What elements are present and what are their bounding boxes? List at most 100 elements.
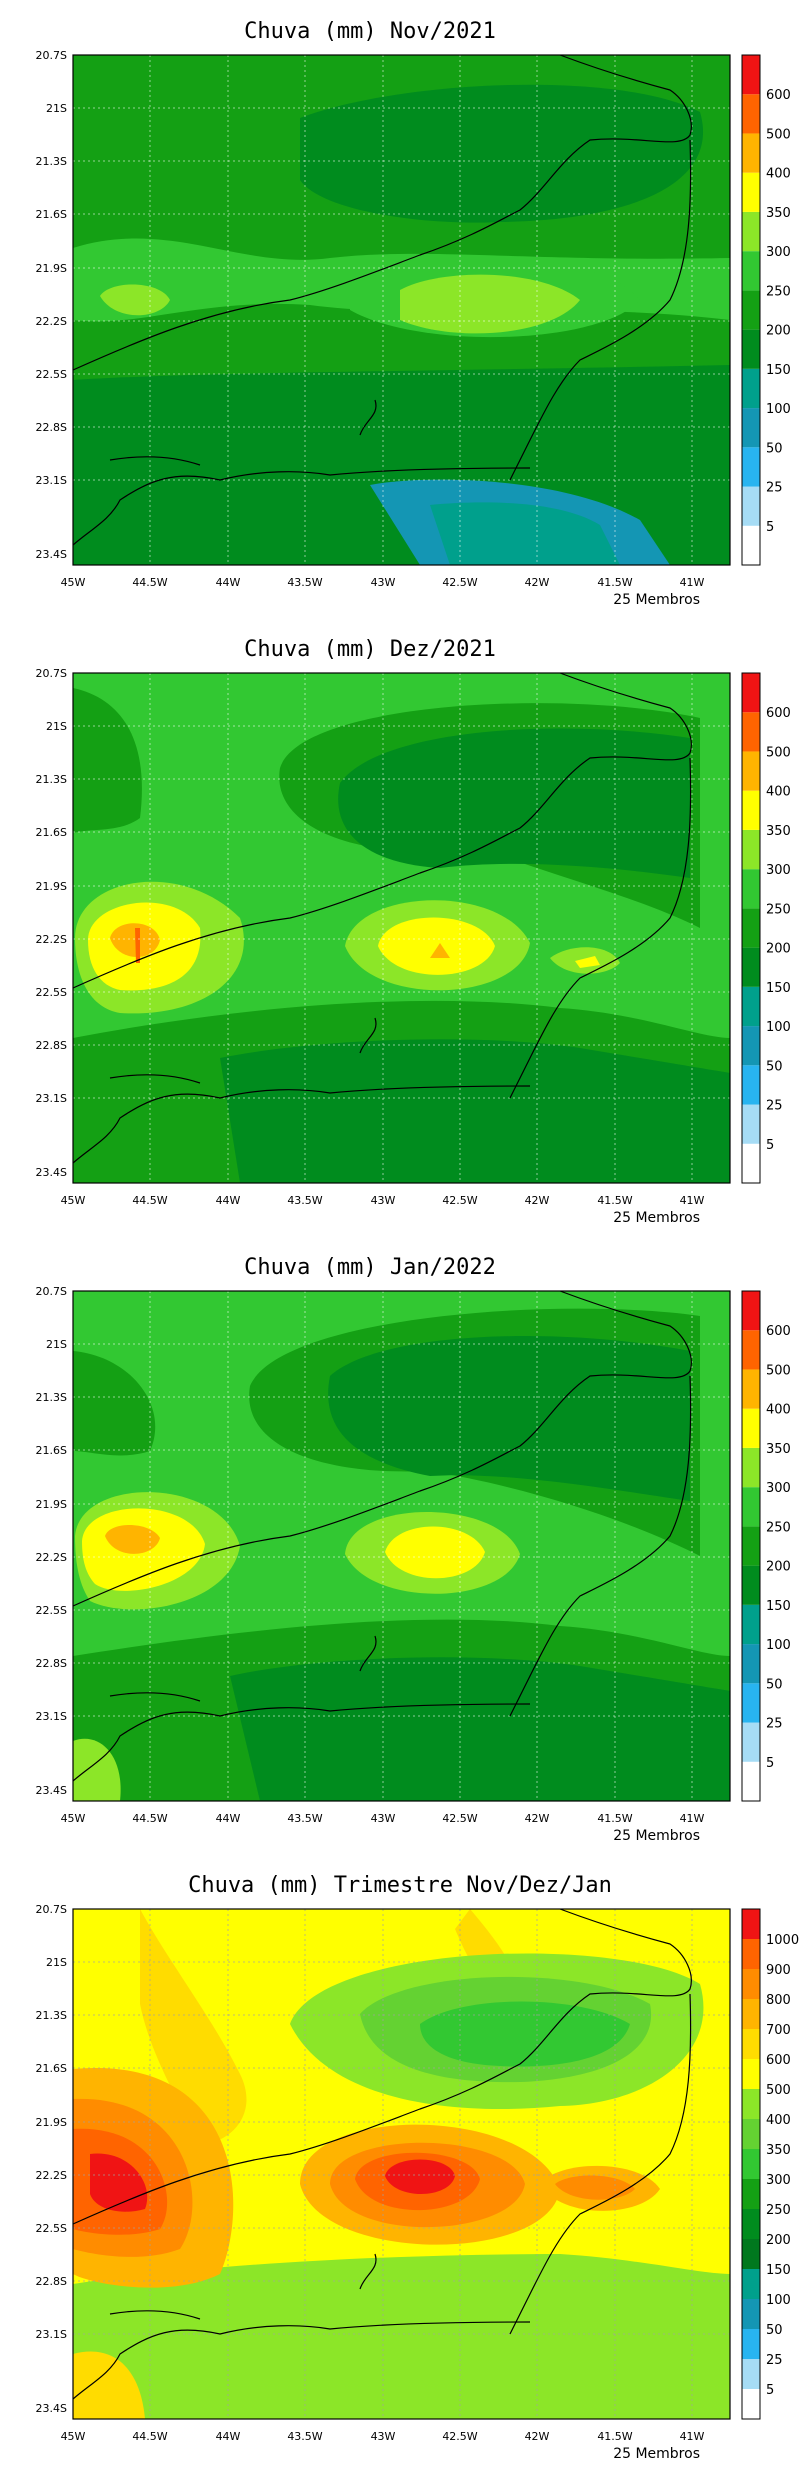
gridlines [73, 1291, 730, 1801]
rainfall-map-dec-2021: Chuva (mm) Dez/2021 45W 44.5W [0, 618, 800, 1236]
color-scale-label: 250 [766, 2203, 791, 2218]
color-scale-swatch [742, 2029, 760, 2059]
lat-tick-label: 22.5S [36, 368, 67, 381]
lon-tick-label: 41.5W [597, 1812, 632, 1825]
lat-tick-label: 22.5S [36, 986, 67, 999]
lat-tick-label: 21.6S [36, 1444, 67, 1457]
color-scale-label: 350 [766, 2143, 791, 2158]
color-scale-swatch [742, 1143, 760, 1183]
lon-tick-label: 44W [216, 1194, 241, 1207]
color-scale-label: 900 [766, 1963, 791, 1978]
lat-tick-label: 21S [46, 102, 67, 115]
lat-tick-label: 21S [46, 720, 67, 733]
color-scale-label: 300 [766, 1481, 791, 1496]
lat-tick-label: 20.7S [36, 667, 67, 680]
lon-tick-label: 43.5W [287, 576, 322, 589]
coastline-and-borders [72, 1290, 692, 1782]
lat-tick-label: 23.1S [36, 474, 67, 487]
rainfall-map-quarter-nov-dec-jan: Chuva (mm) Trimestre Nov/Dez/Jan [0, 1854, 800, 2472]
color-scale-label: 350 [766, 206, 791, 221]
color-scale-swatch [742, 1330, 760, 1370]
rain-zone-dark-north [338, 728, 690, 878]
color-scale-swatch [742, 251, 760, 291]
rain-zone-orange-west [105, 1524, 160, 1554]
lat-tick-label: 20.7S [36, 1903, 67, 1916]
rainfall-map-nov-2021: Chuva (mm) Nov/2021 45W 44.5W 44W 43.5W … [0, 0, 800, 618]
color-scale-swatch [742, 55, 760, 95]
color-scale-swatch [742, 2209, 760, 2239]
color-scale-label: 5 [766, 520, 774, 535]
lat-tick-label: 22.2S [36, 315, 67, 328]
lon-tick-label: 42W [525, 1812, 550, 1825]
color-scale-swatch [742, 1939, 760, 1969]
rain-zone-peak-center [430, 943, 450, 958]
lon-tick-label: 42.5W [442, 2430, 477, 2443]
lon-tick-label: 44.5W [132, 2430, 167, 2443]
color-scale-swatch [742, 986, 760, 1027]
color-scale-label: 300 [766, 245, 791, 260]
lat-tick-label: 23.1S [36, 2328, 67, 2341]
color-scale-label: 400 [766, 167, 791, 182]
map-figure: Chuva (mm) Jan/2022 45W 44.5W 44W 43. [36, 1255, 791, 1844]
map-frame [72, 1290, 731, 1802]
lat-tick-label: 21.9S [36, 2116, 67, 2129]
color-scale-swatch [742, 1369, 760, 1409]
color-scale-frame [741, 54, 761, 566]
lon-tick-label: 44.5W [132, 1194, 167, 1207]
lat-axis: 20.7S 21S 21.3S 21.6S 21.9S 22.2S 22.5S … [36, 667, 67, 1179]
color-scale-label: 150 [766, 2263, 791, 2278]
lon-tick-label: 41.5W [597, 576, 632, 589]
color-scale-swatch [742, 211, 760, 252]
color-scale-swatch [742, 1104, 760, 1144]
color-scale-swatch [742, 1526, 760, 1566]
color-scale-label: 500 [766, 127, 791, 142]
color-scale-swatch [742, 1722, 760, 1762]
color-scale-swatch [742, 408, 760, 448]
color-scale-swatch [742, 1487, 760, 1527]
color-scale-swatch [742, 94, 760, 134]
gridlines [73, 55, 730, 565]
color-scale-swatch [742, 447, 760, 487]
lat-tick-label: 21.3S [36, 773, 67, 786]
color-scale-swatch [742, 790, 760, 830]
lon-tick-label: 42.5W [442, 576, 477, 589]
map-title: Chuva (mm) Jan/2022 [244, 1255, 496, 1280]
color-scale-swatch [742, 2299, 760, 2329]
lat-tick-label: 22.8S [36, 421, 67, 434]
rain-zone-lime-south [73, 2254, 730, 2419]
color-scale-swatch [742, 1969, 760, 1999]
lat-tick-label: 20.7S [36, 1285, 67, 1298]
lat-axis: 20.7S 21S 21.3S 21.6S 21.9S 22.2S 22.5S … [36, 1903, 67, 2415]
color-scale-label: 100 [766, 402, 791, 417]
lon-tick-label: 42W [525, 576, 550, 589]
lon-axis: 45W 44.5W 44W 43.5W 43W 42.5W 42W 41.5W … [61, 1194, 705, 1207]
lon-tick-label: 41W [680, 576, 705, 589]
rain-zone-yellow-center [385, 1526, 485, 1579]
ensemble-note: 25 Membros [613, 2446, 700, 2462]
color-scale-label: 250 [766, 902, 791, 917]
color-scale-label: 50 [766, 2323, 783, 2338]
lat-tick-label: 21.6S [36, 826, 67, 839]
color-scale-label: 600 [766, 706, 791, 721]
color-scale-label: 25 [766, 1099, 783, 1114]
color-scale-swatch [742, 2329, 760, 2359]
lon-tick-label: 44W [216, 2430, 241, 2443]
lon-tick-label: 45W [61, 1194, 86, 1207]
color-scale-label: 500 [766, 2083, 791, 2098]
rain-zone-low-core [430, 502, 620, 565]
color-scale-label: 200 [766, 324, 791, 339]
ensemble-note: 25 Membros [613, 592, 700, 608]
color-scale-swatch [742, 368, 760, 409]
color-scale-label: 400 [766, 2113, 791, 2128]
rain-zone-dark-south [230, 1657, 730, 1801]
color-scale-label: 50 [766, 1059, 783, 1074]
rain-zone-orange-west [110, 923, 160, 958]
color-scale-swatch [742, 2359, 760, 2389]
color-scale-label: 600 [766, 1324, 791, 1339]
color-scale-label: 50 [766, 1677, 783, 1692]
color-scale-label: 100 [766, 2293, 791, 2308]
lat-tick-label: 21.3S [36, 2009, 67, 2022]
color-scale-label: 600 [766, 88, 791, 103]
color-scale-swatch [742, 1683, 760, 1723]
color-scale-label: 50 [766, 441, 783, 456]
